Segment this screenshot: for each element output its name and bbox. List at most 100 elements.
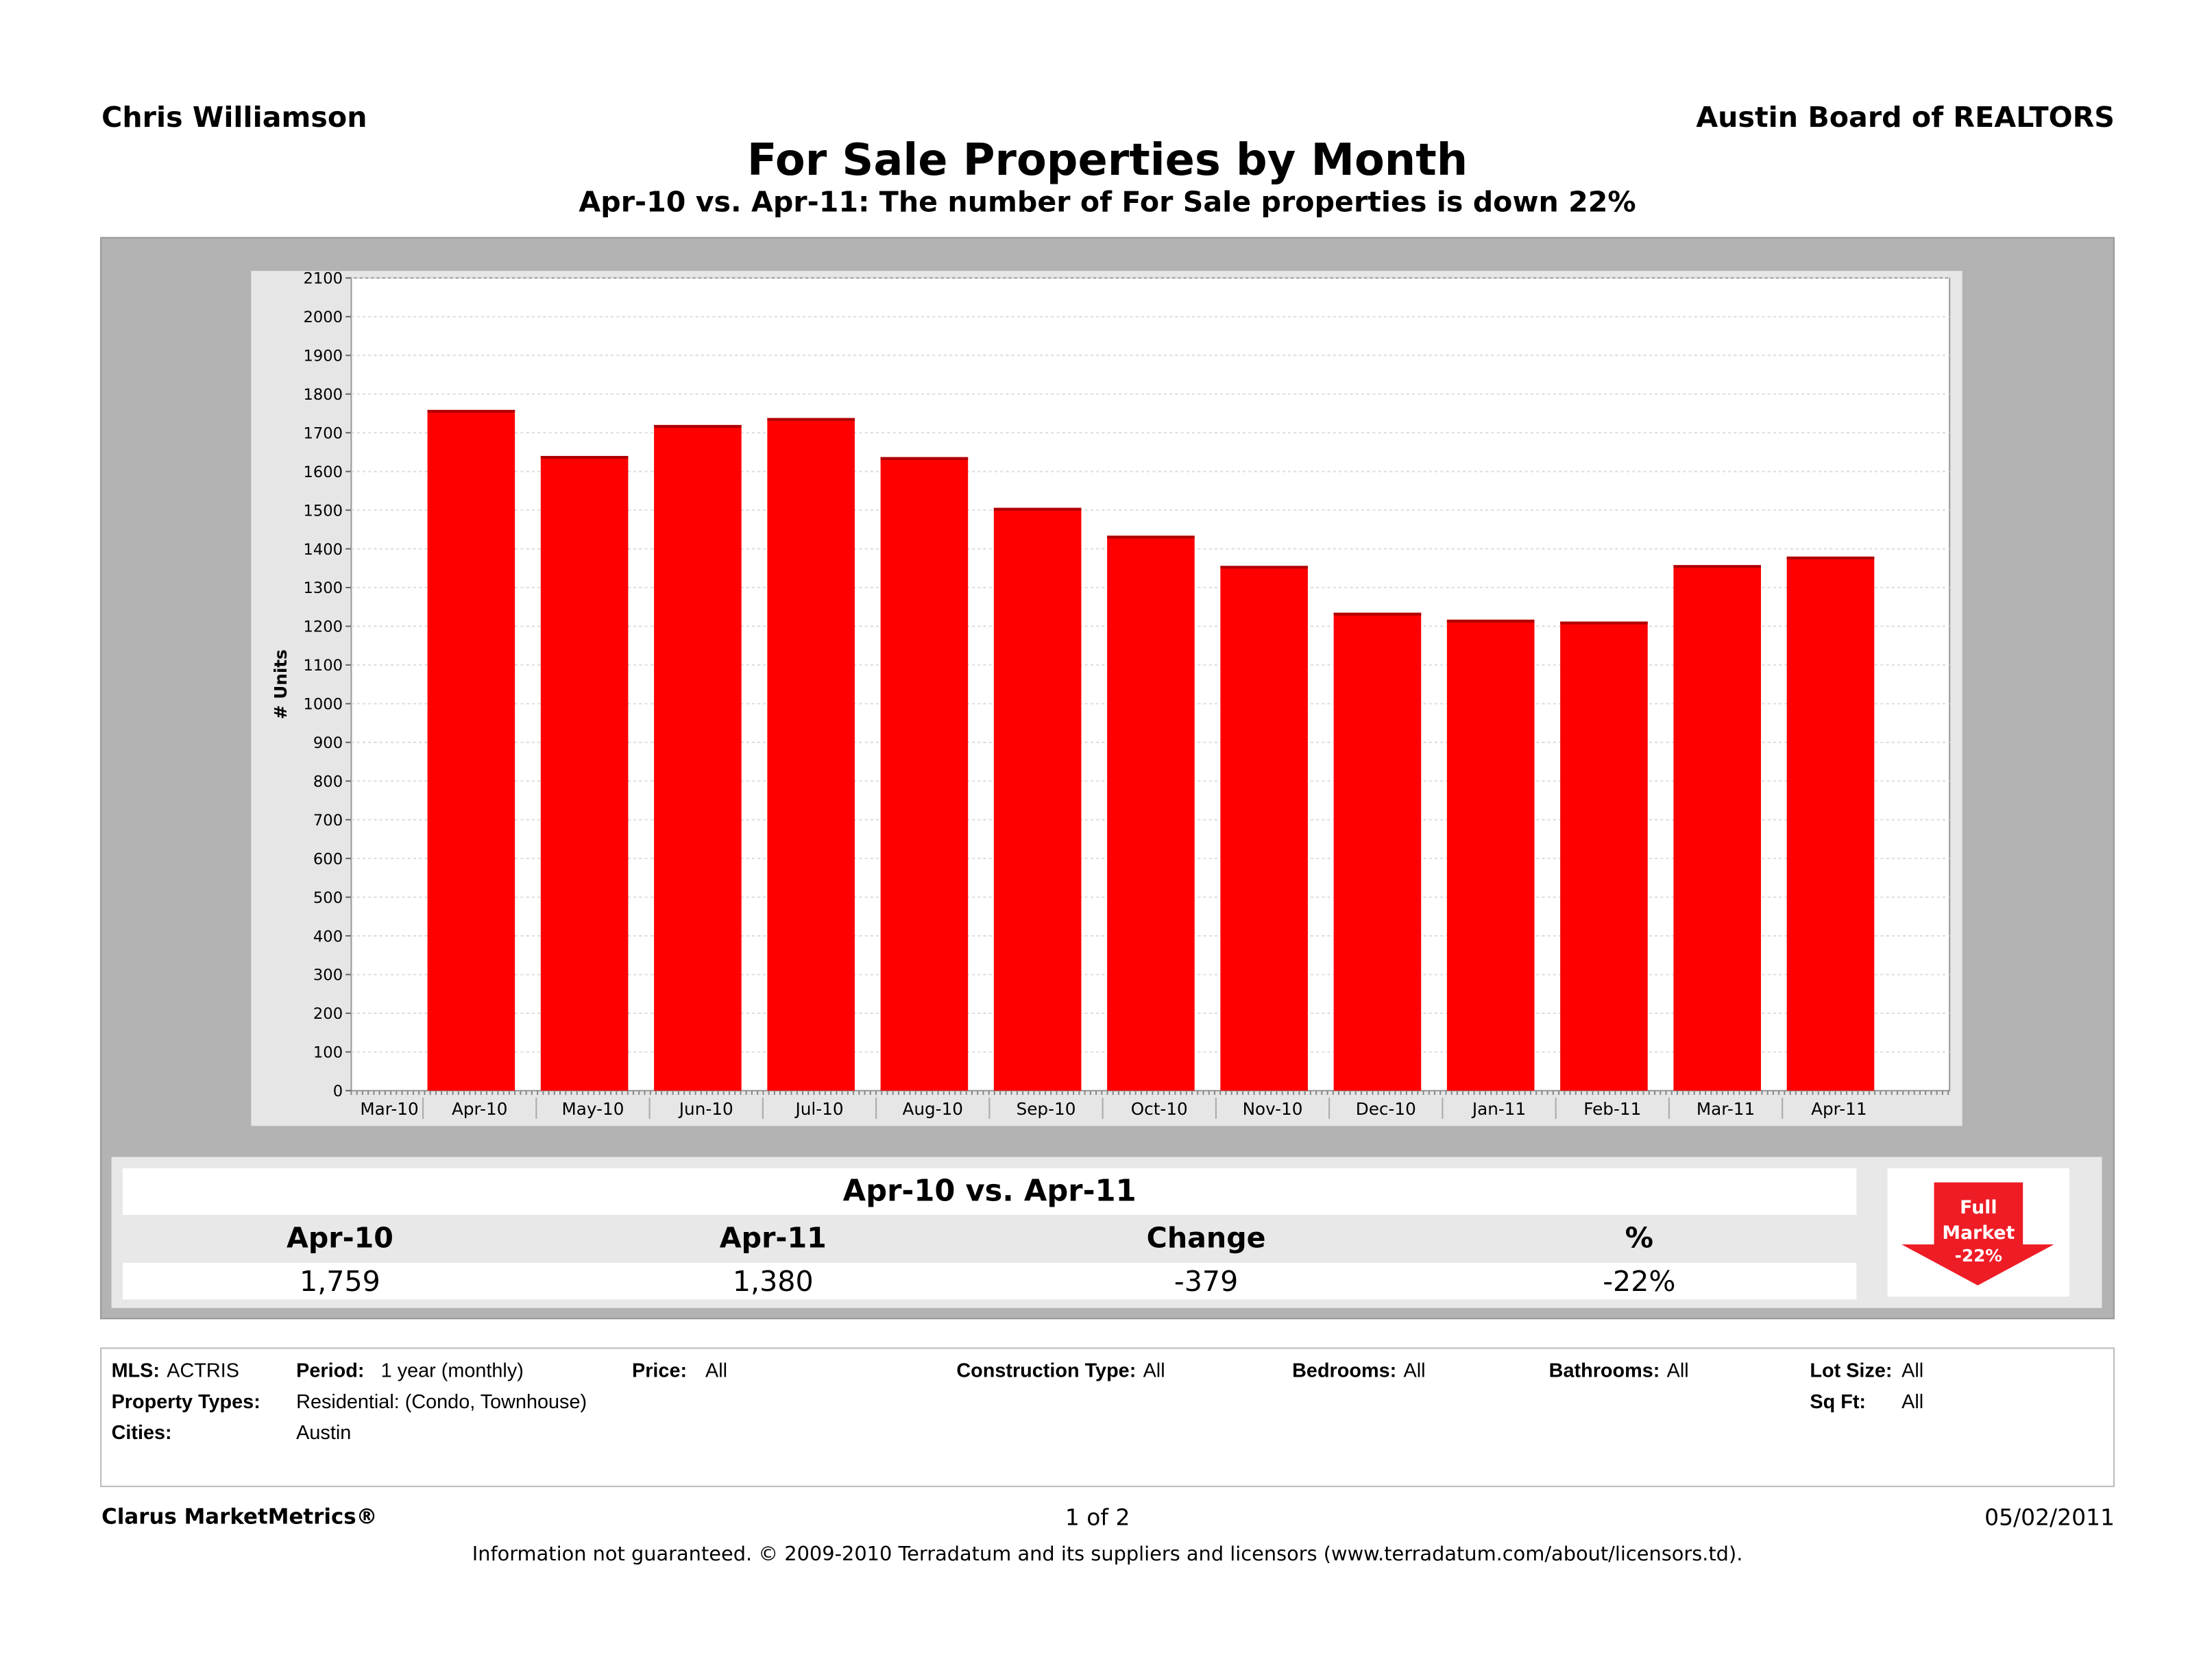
summary-value-change: -379	[1174, 1264, 1239, 1298]
filters-box: MLS: ACTRIS Period: 1 year (monthly) Price…	[100, 1347, 2115, 1488]
summary-value-percent: -22%	[1603, 1264, 1676, 1298]
y-tick-label: 700	[313, 812, 343, 830]
agent-name: Chris Williamson	[101, 100, 367, 134]
bar-feb-11	[1560, 621, 1648, 1091]
y-tick-label: 1900	[304, 348, 343, 365]
chart-subtitle: Apr-10 vs. Apr-11: The number of For Sal…	[579, 184, 1636, 219]
y-tick-label: 200	[313, 1005, 343, 1023]
summary-heading-band: Apr-10 vs. Apr-11	[123, 1168, 1857, 1215]
sqft-filter: Sq Ft: All	[1810, 1390, 1923, 1412]
lot-size-label: Lot Size:	[1810, 1358, 1893, 1381]
mls-filter: MLS: ACTRIS	[112, 1359, 239, 1381]
bar-apr-11	[1786, 556, 1875, 1091]
x-tick-label: Jan-11	[1471, 1099, 1526, 1119]
y-tick-label: 800	[313, 773, 343, 790]
summary-col-apr11: Apr-11	[719, 1220, 827, 1255]
y-tick-label: 1100	[304, 657, 343, 675]
bar-apr-10	[427, 409, 515, 1091]
bar-oct-10	[1107, 535, 1195, 1091]
price-value: All	[705, 1358, 728, 1381]
summary-value-apr10: 1,759	[300, 1264, 380, 1298]
y-tick-label: 1800	[304, 386, 343, 404]
property-types-label: Property Types:	[111, 1390, 260, 1413]
summary-col-apr10: Apr-10	[286, 1220, 393, 1255]
period-label: Period:	[296, 1358, 365, 1381]
y-tick-label: 1200	[304, 618, 343, 636]
x-tick-label: Jul-10	[794, 1099, 843, 1119]
property-types-filter: Property Types: Residential: (Condo, Town…	[112, 1390, 587, 1412]
bar-jul-10	[767, 418, 855, 1091]
y-axis-label: # Units	[271, 649, 291, 719]
bar-may-10	[540, 456, 629, 1091]
sqft-value: All	[1901, 1390, 1924, 1413]
summary-col-percent: %	[1625, 1220, 1654, 1255]
x-tick-label: Apr-10	[452, 1099, 507, 1119]
chart-title: For Sale Properties by Month	[746, 135, 1468, 186]
bathrooms-value: All	[1666, 1358, 1689, 1381]
construction-label: Construction Type:	[956, 1358, 1137, 1381]
y-tick-label: 2000	[304, 309, 343, 326]
summary-values-band	[123, 1262, 1857, 1300]
disclaimer: Information not guaranteed. © 2009-2010 …	[472, 1543, 1743, 1567]
lot-size-filter: Lot Size: All	[1810, 1359, 1923, 1381]
x-tick-label: May-10	[562, 1099, 624, 1119]
down-arrow-icon	[1901, 1182, 2054, 1285]
bar-chart: 0 100 200 300 400 500 600 700 800 900 1000 1100 1200…	[271, 270, 1951, 1119]
board-name: Austin Board of REALTORS	[1696, 100, 2115, 134]
y-tick-label: 1700	[304, 424, 343, 442]
construction-filter: Construction Type: All	[956, 1359, 1165, 1381]
bar-sep-10	[993, 507, 1082, 1091]
cities-label: Cities:	[111, 1421, 172, 1444]
cities-value: Austin	[296, 1421, 352, 1444]
y-tick-label: 2100	[304, 270, 343, 288]
bedrooms-filter: Bedrooms: All	[1292, 1359, 1425, 1381]
y-tick-label: 1400	[304, 541, 343, 559]
y-tick-label: 1000	[304, 696, 343, 714]
y-tick-label: 300	[313, 967, 343, 985]
construction-value: All	[1143, 1358, 1165, 1381]
summary-heading: Apr-10 vs. Apr-11	[842, 1174, 1137, 1208]
period-filter: Period: 1 year (monthly)	[296, 1359, 524, 1381]
price-filter: Price: All	[632, 1359, 727, 1381]
badge-line-1: Full	[1960, 1198, 1997, 1220]
x-tick-label: Mar-10	[360, 1099, 418, 1119]
x-tick-label: Jun-10	[678, 1099, 733, 1119]
bar-mar-11	[1673, 565, 1762, 1091]
y-tick-label: 600	[313, 850, 343, 868]
y-tick-label: 1500	[304, 502, 343, 520]
y-tick-label: 0	[333, 1083, 343, 1100]
bedrooms-label: Bedrooms:	[1292, 1358, 1397, 1381]
report-date: 05/02/2011	[1984, 1503, 2115, 1531]
sqft-label: Sq Ft:	[1810, 1390, 1867, 1413]
mls-value: ACTRIS	[167, 1358, 239, 1381]
period-value: 1 year (monthly)	[380, 1358, 524, 1381]
bar-jan-11	[1446, 619, 1535, 1091]
x-tick-label: Sep-10	[1017, 1099, 1076, 1119]
page-number: 1 of 2	[1065, 1503, 1130, 1531]
summary-value-apr11: 1,380	[732, 1264, 814, 1298]
x-tick-label: Mar-11	[1697, 1099, 1755, 1119]
property-types-value: Residential: (Condo, Townhouse)	[296, 1390, 587, 1413]
full-market-badge: Full Market -22%	[1887, 1168, 2070, 1297]
y-tick-label: 500	[313, 889, 343, 907]
bathrooms-filter: Bathrooms: All	[1549, 1359, 1689, 1381]
y-tick-label: 1600	[304, 463, 343, 481]
cities-filter: Cities: Austin	[112, 1421, 352, 1443]
bar-aug-10	[880, 457, 969, 1091]
bedrooms-value: All	[1403, 1358, 1426, 1381]
bar-nov-10	[1220, 566, 1308, 1091]
badge-line-3: -22%	[1954, 1246, 2003, 1266]
x-tick-label: Feb-11	[1583, 1099, 1641, 1119]
y-tick-label: 1300	[304, 579, 343, 597]
bar-jun-10	[654, 424, 742, 1091]
mls-label: MLS:	[111, 1358, 160, 1381]
x-tick-label: Dec-10	[1356, 1099, 1416, 1119]
footer-brand: Clarus MarketMetrics®	[101, 1503, 378, 1530]
x-tick-label: Nov-10	[1243, 1099, 1303, 1119]
bar-dec-10	[1333, 612, 1422, 1091]
lot-size-value: All	[1901, 1358, 1924, 1381]
y-tick-label: 100	[313, 1044, 343, 1062]
x-tick-label: Aug-10	[902, 1099, 963, 1119]
x-tick-label: Oct-10	[1131, 1099, 1188, 1119]
